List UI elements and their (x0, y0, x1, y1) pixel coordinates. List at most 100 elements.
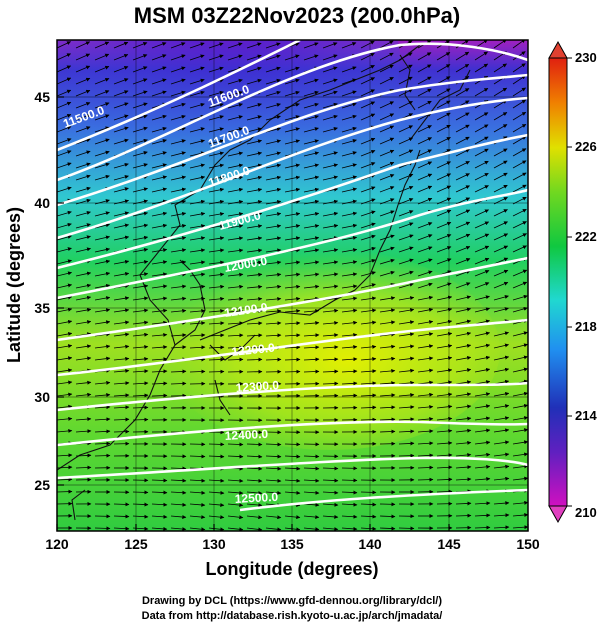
wind-arrow (379, 210, 395, 217)
wind-arrow (436, 428, 453, 433)
wind-arrow (170, 175, 186, 181)
wind-arrow (398, 320, 415, 325)
wind-arrow (265, 90, 281, 97)
wind-arrow (436, 295, 453, 301)
wind-arrow (113, 393, 130, 398)
wind-arrow (57, 295, 73, 301)
wind-arrow (265, 236, 282, 241)
wind-arrow (379, 393, 396, 398)
wind-arrow (322, 42, 338, 49)
wind-arrow (246, 115, 262, 121)
wind-arrow (94, 393, 111, 398)
wind-arrow (94, 77, 110, 85)
wind-arrow (493, 331, 509, 337)
wind-arrow (417, 258, 433, 265)
wind-arrow (512, 75, 526, 85)
wind-arrow (75, 380, 92, 385)
wind-arrow (512, 367, 528, 373)
wind-arrow (455, 282, 471, 289)
wind-arrow (379, 113, 395, 121)
wind-arrow (132, 199, 148, 205)
wind-arrow (208, 369, 225, 374)
wind-arrow (455, 245, 471, 253)
wind-arrow (303, 284, 320, 289)
wind-arrow (341, 393, 358, 398)
wind-arrow (132, 138, 148, 145)
wind-arrow (57, 126, 72, 133)
y-tick-label: 25 (34, 477, 50, 493)
wind-arrow (341, 114, 357, 121)
wind-arrow (417, 52, 432, 61)
wind-arrow (208, 296, 225, 301)
wind-arrow (284, 490, 301, 495)
wind-arrow (208, 454, 225, 459)
wind-arrow (189, 333, 206, 338)
wind-arrow (303, 515, 320, 520)
wind-arrow (113, 102, 129, 109)
wind-arrow (284, 515, 301, 520)
wind-arrow (75, 198, 91, 205)
wind-arrow (94, 126, 110, 133)
wind-arrow (322, 284, 339, 289)
wind-arrow (284, 260, 301, 265)
wind-arrow (189, 102, 205, 109)
wind-arrow (57, 319, 73, 325)
wind-arrow (94, 271, 111, 277)
wind-arrow (151, 187, 167, 193)
wind-arrow (227, 199, 244, 205)
wind-arrow (284, 78, 300, 85)
wind-arrow (398, 246, 414, 253)
wind-arrow (75, 53, 91, 61)
wind-arrow (455, 416, 472, 421)
wind-arrow (398, 198, 414, 205)
wind-arrow (57, 222, 72, 229)
wind-arrow (151, 502, 168, 507)
wind-arrow (417, 356, 434, 361)
wind-arrow (474, 87, 489, 97)
wind-arrow (474, 477, 491, 482)
colorbar-label: 218 (575, 319, 597, 334)
wind-arrow (189, 90, 205, 97)
wind-arrow (341, 514, 358, 519)
wind-arrow (493, 209, 508, 217)
wind-arrow (265, 515, 282, 520)
wind-arrow (303, 236, 320, 241)
wind-arrow (227, 296, 244, 301)
wind-arrow (208, 527, 225, 531)
x-tick-label: 150 (516, 536, 540, 552)
wind-arrow (379, 186, 395, 193)
wind-arrow (227, 478, 244, 483)
wind-arrow (246, 127, 262, 133)
wind-arrow (360, 526, 377, 531)
wind-arrow (265, 163, 282, 169)
wind-arrow (170, 381, 187, 386)
wind-arrow (132, 235, 149, 241)
wind-arrow (436, 100, 451, 109)
wind-arrow (284, 66, 300, 73)
wind-arrow (341, 490, 358, 495)
wind-arrow (113, 429, 130, 434)
wind-arrow (512, 184, 527, 193)
wind-arrow (455, 319, 472, 325)
wind-arrow (151, 66, 167, 73)
wind-arrow (398, 296, 415, 301)
wind-arrow (360, 89, 375, 97)
wind-arrow (512, 99, 527, 109)
wind-arrow (512, 221, 527, 229)
wind-arrow (455, 343, 472, 349)
wind-arrow (341, 357, 358, 362)
wind-arrow (398, 76, 413, 85)
wind-arrow (436, 380, 453, 385)
wind-arrow (455, 40, 470, 49)
wind-arrow (436, 258, 452, 265)
wind-arrow (436, 307, 453, 313)
wind-arrow (341, 284, 358, 289)
wind-arrow (170, 502, 187, 507)
wind-arrow (208, 54, 224, 61)
wind-arrow (246, 272, 263, 277)
wind-arrow (303, 490, 320, 495)
wind-arrow (94, 308, 111, 313)
wind-arrow (398, 52, 413, 61)
wind-arrow (341, 272, 358, 277)
wind-arrow (227, 42, 243, 49)
